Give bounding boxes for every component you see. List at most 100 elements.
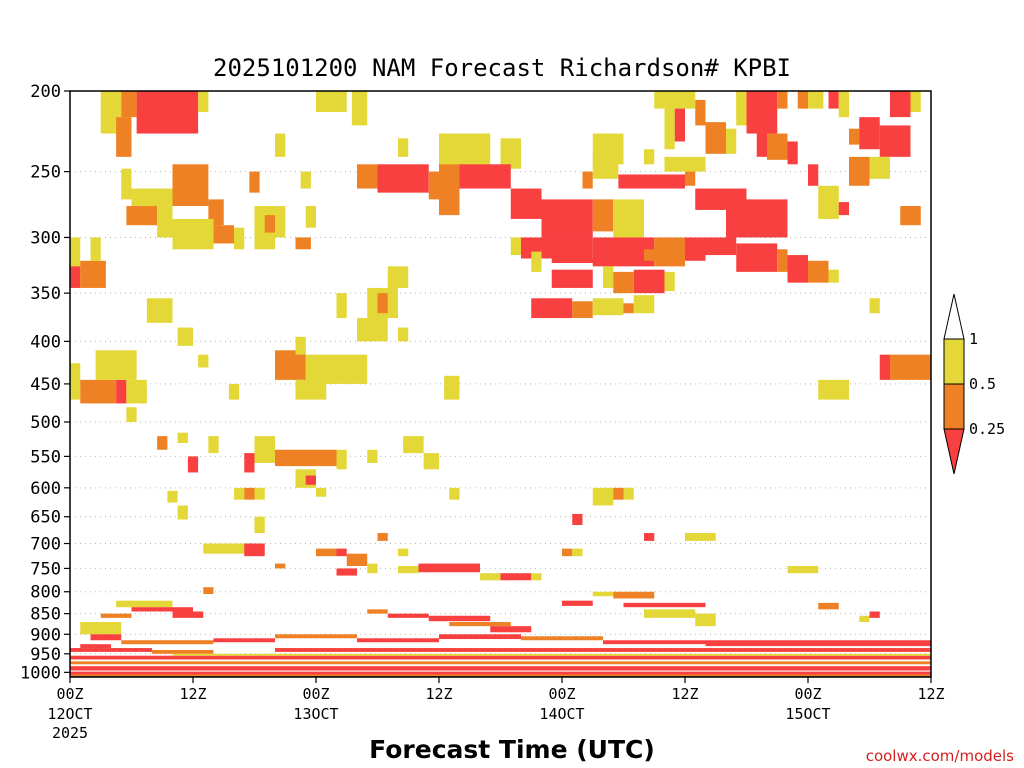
heatmap-cell-yellow (808, 91, 824, 109)
heatmap-cell-orange (818, 602, 839, 610)
heatmap-cell-yellow (531, 573, 542, 581)
heatmap-cell-yellow (500, 138, 521, 169)
heatmap-cell-yellow (592, 298, 624, 316)
heatmap-cell-red (644, 533, 655, 541)
heatmap-cell-yellow (126, 379, 147, 404)
heatmap-cell-red (70, 666, 931, 671)
heatmap-cell-yellow (300, 171, 311, 189)
x-tick-label: 00Z (302, 685, 329, 703)
heatmap-cell-yellow (254, 436, 275, 463)
heatmap-cell-yellow (177, 505, 188, 520)
heatmap-cell-yellow (367, 449, 378, 463)
heatmap-cell-red (787, 141, 798, 165)
heatmap-cell-yellow (116, 600, 173, 608)
heatmap-cell-red (418, 563, 480, 573)
y-tick-label: 1000 (20, 663, 61, 683)
heatmap-cell-red (756, 125, 767, 157)
heatmap-cell-orange (890, 354, 931, 380)
heatmap-cell-yellow (828, 269, 839, 283)
y-tick-label: 300 (30, 228, 61, 248)
heatmap-cell-orange (80, 379, 117, 404)
heatmap-cell-red (377, 164, 429, 193)
heatmap-cell-yellow (531, 251, 542, 272)
heatmap-cell-red (551, 269, 593, 288)
x-tick-label: 00Z (794, 685, 821, 703)
heatmap-cell-red (80, 644, 111, 649)
heatmap-cell-red (879, 125, 911, 157)
heatmap-cell-red (336, 548, 347, 557)
heatmap-cell-red (490, 626, 532, 633)
heatmap-cell-yellow (357, 318, 388, 342)
heatmap-cell-orange (121, 91, 137, 118)
heatmap-cell-red (562, 600, 593, 606)
heatmap-cell-red (674, 108, 685, 142)
heatmap-cell-red (736, 243, 778, 272)
heatmap-cell-orange (808, 260, 829, 283)
heatmap-cell-orange (705, 122, 726, 154)
x-tick-label: 00Z (56, 685, 83, 703)
heatmap-cell-yellow (592, 591, 614, 597)
colorbar-red-tip (943, 428, 965, 475)
heatmap-cell-orange (157, 436, 168, 450)
heatmap-cell-yellow (623, 487, 634, 500)
heatmap-cell-orange (582, 171, 593, 189)
heatmap-cell-orange (249, 171, 260, 193)
heatmap-cell-orange (203, 587, 214, 594)
heatmap-cell-orange (695, 99, 706, 126)
heatmap-cell-yellow (70, 363, 81, 400)
heatmap-cell-orange (100, 613, 132, 618)
heatmap-cell-orange (357, 164, 378, 189)
heatmap-cell-yellow (613, 199, 644, 238)
heatmap-cell-orange (126, 206, 158, 226)
heatmap-cell-red (685, 237, 706, 261)
heatmap-cell-red (213, 638, 275, 643)
heatmap-cell-red (136, 91, 199, 134)
heatmap-cell-orange (849, 156, 870, 186)
colorbar: 1 0.5 0.25 (943, 293, 1005, 475)
heatmap-cell-yellow (449, 487, 460, 500)
colorbar-white-tip (943, 293, 965, 340)
heatmap-cell-yellow (910, 91, 921, 113)
heatmap-cell-red (116, 379, 127, 404)
heatmap-cell-yellow (305, 206, 316, 228)
heatmap-cells (70, 91, 931, 676)
x-tick-label: 00Z (548, 685, 575, 703)
heatmap-cell-red (838, 202, 849, 216)
heatmap-cell-yellow (423, 453, 439, 470)
heatmap-cell-yellow (398, 327, 409, 342)
heatmap-cell-orange (439, 164, 460, 216)
y-tick-label: 350 (30, 284, 61, 304)
heatmap-cell-yellow (228, 383, 240, 400)
heatmap-cell-red (428, 615, 491, 622)
heatmap-cell-red (244, 543, 265, 557)
heatmap-cell-red (705, 237, 737, 256)
heatmap-cell-orange (275, 563, 286, 569)
x-tick-date: 12OCT (47, 705, 92, 723)
heatmap-cell-red (879, 354, 890, 380)
heatmap-cell-orange (70, 661, 931, 665)
heatmap-cell-yellow (177, 327, 193, 346)
heatmap-cell-red (131, 607, 193, 612)
heatmap-cell-red (305, 475, 316, 485)
x-tick-label: 12Z (917, 685, 944, 703)
heatmap-cell-yellow (234, 227, 245, 250)
heatmap-cell-orange (116, 117, 132, 157)
heatmap-cell-red (890, 91, 911, 118)
heatmap-cell-yellow (234, 487, 245, 500)
heatmap-cell-orange (80, 260, 106, 288)
heatmap-cell-yellow (336, 449, 347, 470)
heatmap-cell-orange (613, 487, 624, 500)
heatmap-cell-yellow (316, 91, 347, 113)
heatmap-cell-yellow (664, 108, 675, 150)
heatmap-cell-yellow (172, 653, 931, 656)
heatmap-cell-yellow (275, 133, 286, 157)
heatmap-cell-yellow (695, 613, 716, 627)
x-tick-label: 12Z (671, 685, 698, 703)
heatmap-cell-red (859, 117, 880, 150)
heatmap-cell-orange (275, 350, 306, 380)
heatmap-cell-orange (592, 199, 614, 232)
heatmap-cell-yellow (254, 487, 265, 500)
heatmap-cell-yellow (480, 573, 501, 581)
heatmap-cell-yellow (444, 375, 460, 400)
heatmap-cell-yellow (592, 487, 614, 506)
